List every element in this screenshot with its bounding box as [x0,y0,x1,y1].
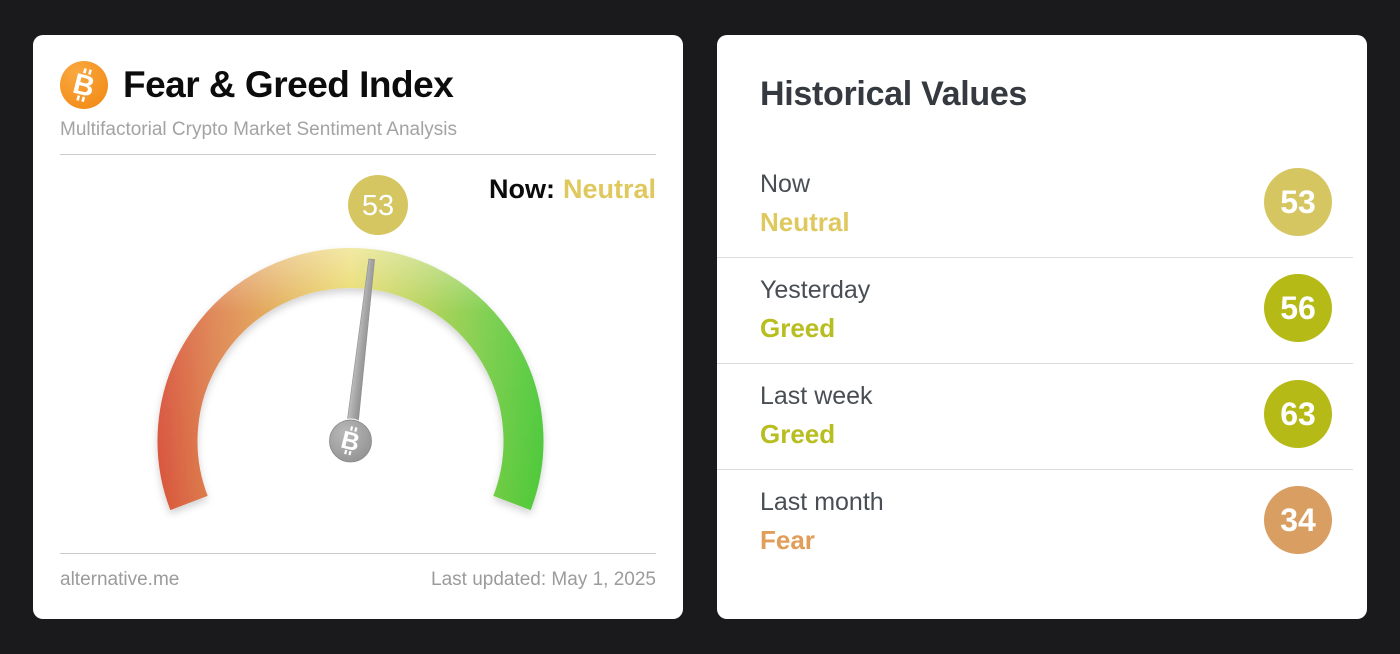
history-row-now: Now Neutral 53 [717,152,1353,258]
gauge-arc [157,247,544,511]
source-link[interactable]: alternative.me [60,569,180,590]
history-value-badge: 53 [1264,168,1332,236]
history-sentiment-label: Greed [760,418,836,449]
footer-divider [60,553,656,554]
history-sentiment-label: Fear [760,524,815,555]
history-period-label: Now [760,170,811,198]
bitcoin-icon: B [60,61,108,109]
historical-values-list: Now Neutral 53 Yesterday Greed 56 Last w… [717,152,1367,576]
now-label: Now: [488,174,555,204]
historical-values-card: Historical Values Now Neutral 53 Yesterd… [717,35,1367,619]
gauge-value-label: 53 [362,190,394,222]
fear-greed-index-card: B Fear & Greed Index Multifactorial Cryp… [33,35,683,619]
gauge-needle [343,258,375,447]
card-header: B Fear & Greed Index [60,61,454,109]
header-divider [60,154,656,155]
svg-text:B: B [338,426,362,458]
history-period-label: Last month [760,488,884,516]
history-sentiment-label: Neutral [760,206,850,237]
last-updated-text: Last updated: May 1, 2025 [431,569,656,590]
current-sentiment-line: Now: Neutral [489,174,656,205]
page-title: Fear & Greed Index [123,64,454,105]
gauge-hub-bitcoin-icon: B [328,418,373,464]
card-footer: alternative.me Last updated: May 1, 2025 [60,569,656,591]
current-sentiment-value: Neutral [562,174,656,204]
history-value-badge: 63 [1264,380,1332,448]
history-value-badge: 56 [1264,274,1332,342]
history-row-last-week: Last week Greed 63 [717,364,1353,470]
history-sentiment-label: Greed [760,312,836,343]
historical-values-title: Historical Values [760,75,1028,113]
page-subtitle: Multifactorial Crypto Market Sentiment A… [60,119,458,140]
history-row-yesterday: Yesterday Greed 56 [717,258,1353,364]
history-value-badge: 34 [1264,486,1332,554]
history-period-label: Last week [760,382,873,410]
history-period-label: Yesterday [760,276,871,304]
gauge-value-badge: 53 [348,175,408,235]
history-row-last-month: Last month Fear 34 [717,470,1367,576]
